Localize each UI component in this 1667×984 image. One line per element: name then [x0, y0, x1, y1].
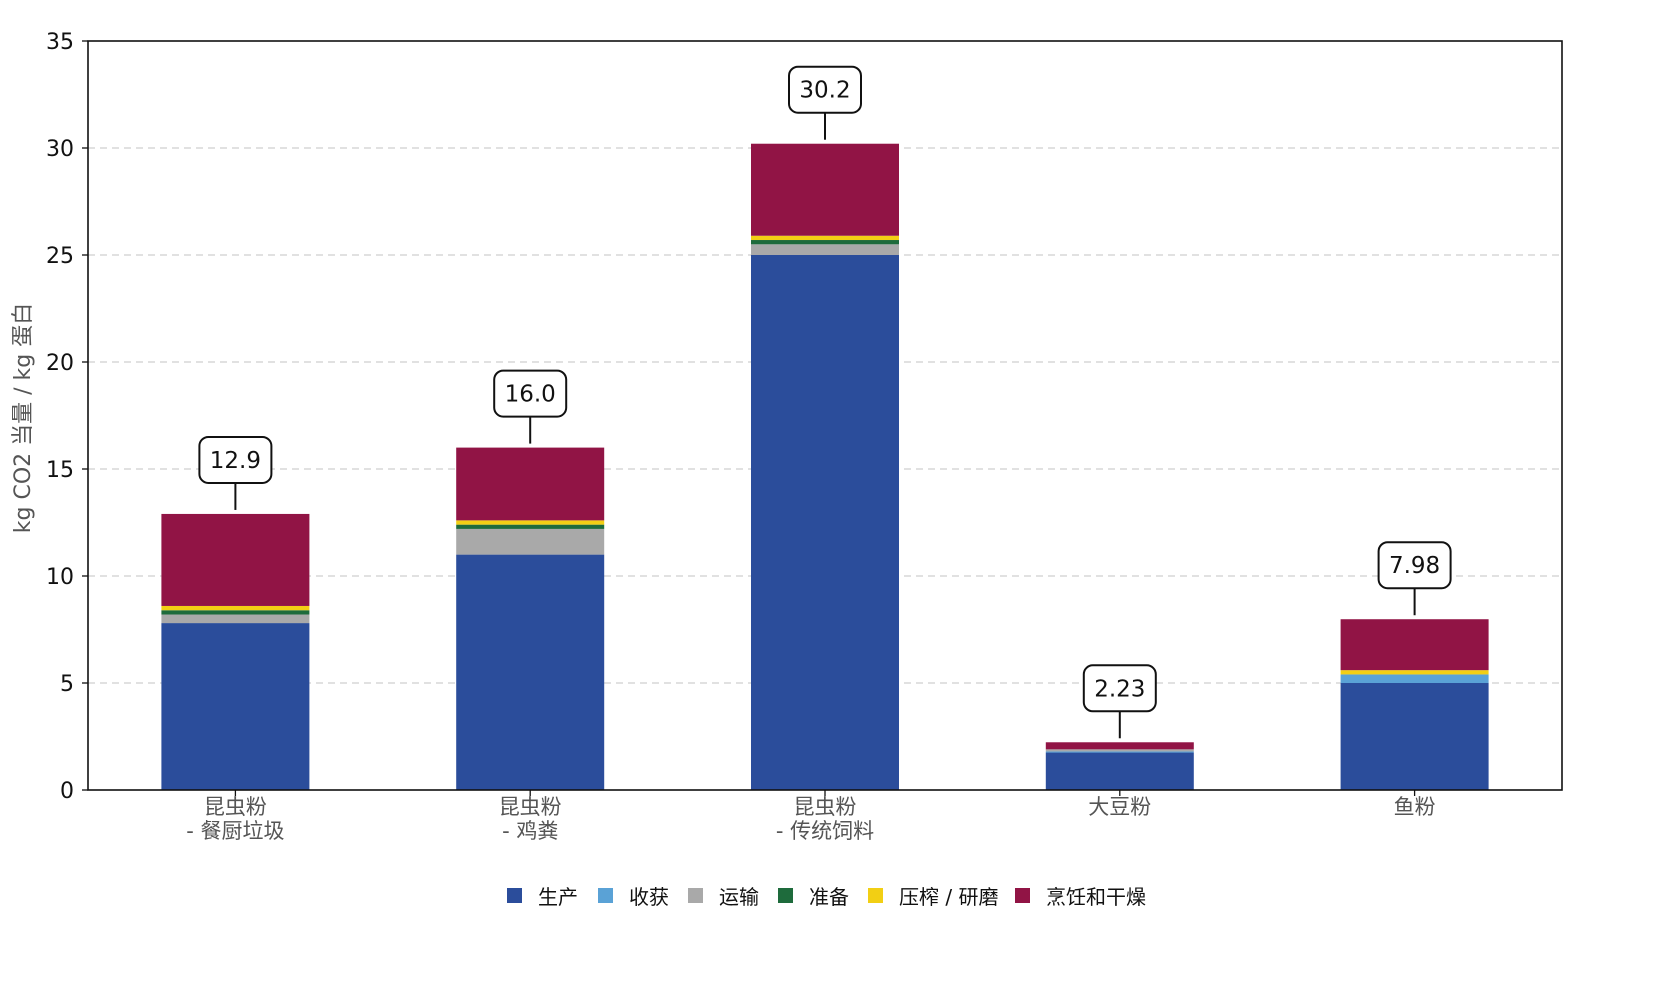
- bar-segment: [751, 143, 899, 236]
- bar-segment: [1045, 751, 1194, 753]
- bar-segment: [161, 614, 310, 624]
- plot-frame: [87, 40, 1563, 791]
- legend-swatch: [507, 888, 522, 903]
- bar-segment: [751, 255, 899, 790]
- bar-segment: [1045, 749, 1194, 752]
- x-tick-label: 昆虫粉: [794, 795, 857, 819]
- callout-box: [493, 369, 568, 418]
- y-tick-label: 20: [46, 351, 74, 376]
- legend-swatch: [1015, 888, 1030, 903]
- legend-swatch: [868, 888, 883, 903]
- x-tick-label: - 传统饲料: [776, 819, 874, 843]
- bar-segment: [456, 447, 605, 521]
- legend-label: 生产: [538, 885, 578, 909]
- total-label: 16.0: [505, 382, 556, 408]
- bar-segment: [1340, 619, 1489, 671]
- bar-segment: [456, 528, 605, 555]
- y-tick-label: 0: [60, 779, 74, 804]
- y-tick-label: 5: [60, 672, 74, 697]
- legend: 生产 收获 运输 准备 压榨 / 研磨 烹饪和干燥: [507, 885, 1146, 909]
- callout-box: [788, 65, 862, 114]
- x-tick-label: 昆虫粉: [204, 795, 267, 819]
- total-label: 7.98: [1389, 553, 1440, 579]
- bar-segment: [1340, 683, 1489, 790]
- x-tick-label: 昆虫粉: [499, 795, 562, 819]
- bar-segment: [161, 605, 310, 611]
- y-axis-title: kg CO2 当量 / kg 蛋白: [11, 303, 36, 533]
- bar-segment: [751, 240, 899, 245]
- total-label: 30.2: [799, 78, 850, 104]
- bar-segment: [161, 513, 310, 606]
- bar-segment: [456, 524, 605, 529]
- callout-box: [198, 435, 273, 484]
- legend-label: 运输: [719, 885, 759, 909]
- y-tick-label: 25: [46, 244, 74, 269]
- legend-swatch: [598, 888, 613, 903]
- y-tick-label: 30: [46, 137, 74, 162]
- legend-swatch: [778, 888, 793, 903]
- bar-segment: [751, 235, 899, 241]
- bar-segment: [456, 554, 605, 790]
- legend-label: 准备: [809, 885, 849, 909]
- legend-label: 压榨 / 研磨: [899, 885, 998, 909]
- legend-label: 收获: [629, 885, 669, 909]
- bar-segment: [1340, 670, 1489, 675]
- bar-segment: [1045, 742, 1194, 750]
- x-tick-label: 鱼粉: [1394, 795, 1436, 819]
- bars: [161, 143, 1489, 790]
- total-label: 12.9: [210, 448, 261, 474]
- bar-segment: [1340, 674, 1489, 683]
- bar-segment: [1045, 752, 1194, 790]
- x-tick-label: 大豆粉: [1088, 795, 1151, 819]
- x-tick-label: - 餐厨垃圾: [186, 819, 284, 843]
- x-tick-label: - 鸡粪: [502, 819, 558, 843]
- y-tick-label: 15: [46, 458, 74, 483]
- y-tick-label: 10: [46, 565, 74, 590]
- total-callouts: 12.9 16.0 30.2 2.23 7.98: [198, 65, 1452, 739]
- bar-segment: [751, 244, 899, 255]
- bar-segment: [161, 623, 310, 790]
- bar-segment: [161, 610, 310, 615]
- callout-box: [1377, 541, 1452, 590]
- y-tick-label: 35: [46, 30, 74, 55]
- legend-swatch: [688, 888, 703, 903]
- bar-segment: [456, 520, 605, 525]
- legend-label: 烹饪和干燥: [1046, 885, 1146, 909]
- callout-box: [1082, 664, 1157, 713]
- total-label: 2.23: [1094, 676, 1145, 702]
